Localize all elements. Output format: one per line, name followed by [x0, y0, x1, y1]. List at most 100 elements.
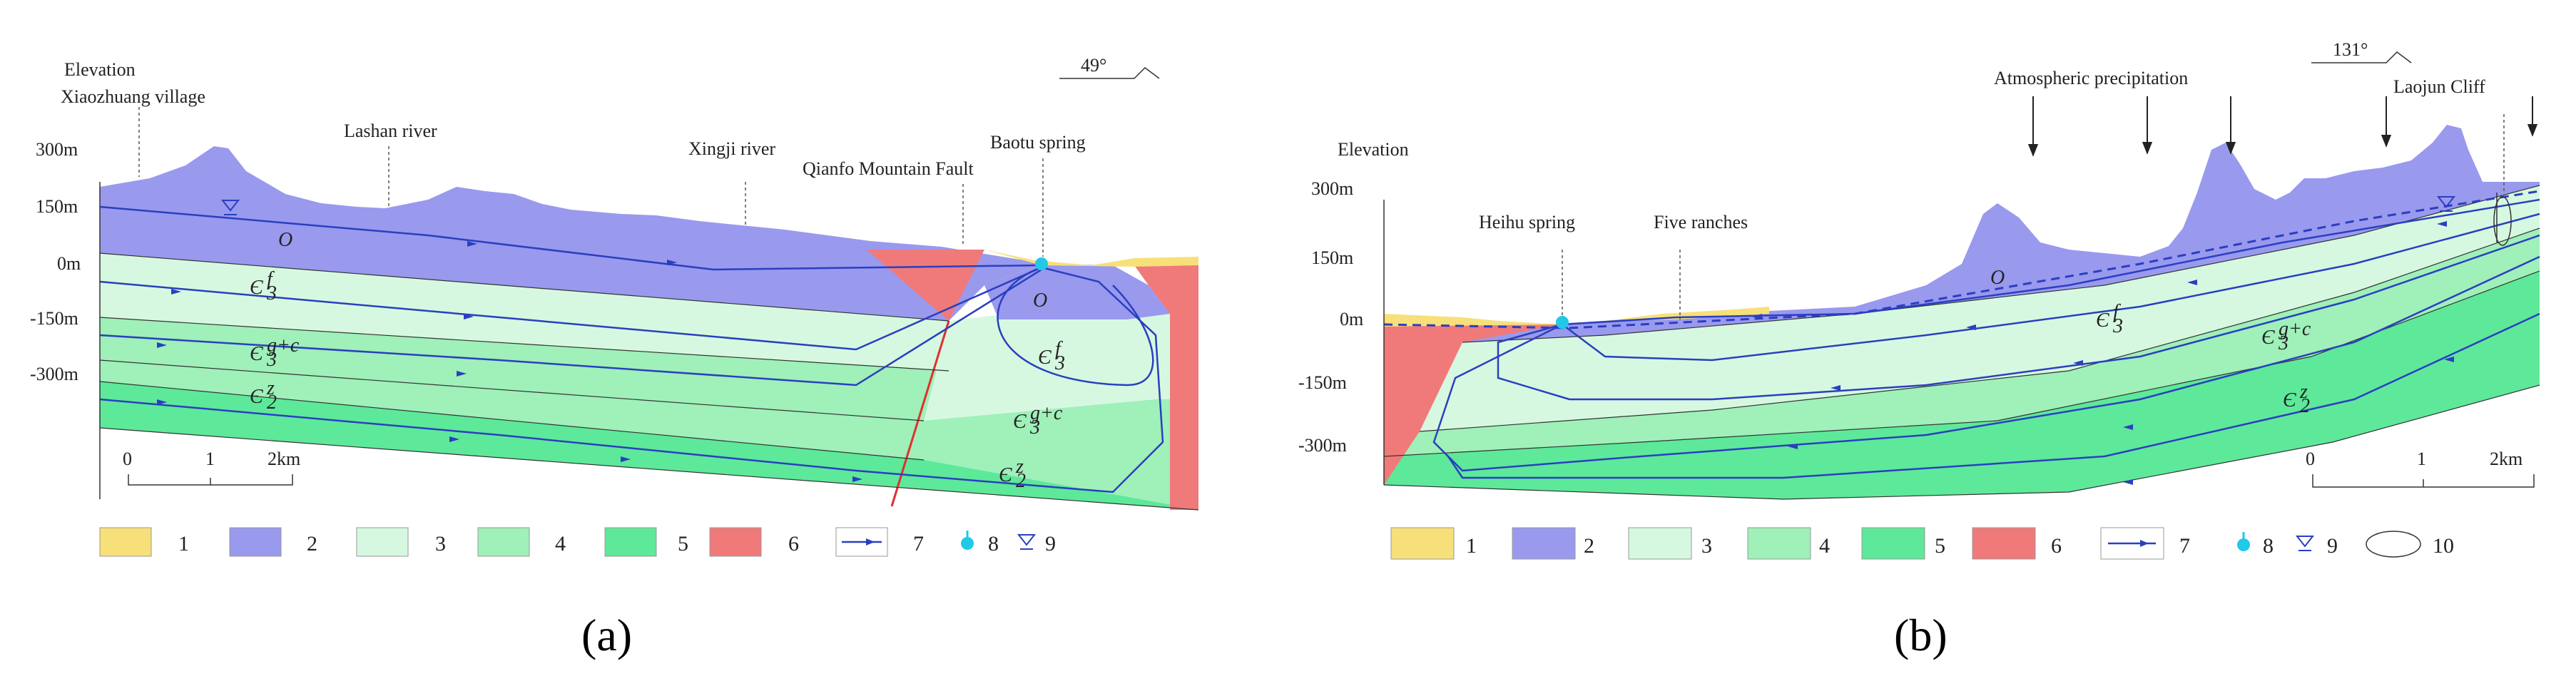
legend-swatch-5-a: [604, 527, 657, 557]
elevation-title-b: Elevation: [1338, 139, 1409, 160]
axis-tick-150-b: 150m: [1311, 247, 1353, 268]
axis-tick-m150-b: -150m: [1298, 372, 1347, 393]
azimuth-symbol-a: [1059, 67, 1160, 79]
svg-text:1: 1: [1466, 534, 1477, 558]
svg-text:Є: Є: [250, 277, 263, 299]
layer-label-c3gc-a2: Є g+c 3: [1013, 402, 1063, 439]
svg-text:Є: Є: [1013, 411, 1027, 433]
svg-text:5: 5: [1935, 534, 1945, 558]
svg-text:3: 3: [266, 282, 277, 304]
label-qianfo-fault: Qianfo Mountain Fault: [803, 158, 974, 179]
axis-tick-150-a: 150m: [36, 196, 78, 217]
flow-arrow: [667, 260, 677, 265]
svg-text:3: 3: [266, 349, 277, 371]
flow-arrow: [2123, 424, 2133, 430]
legend-a: 1 2 3 4 5 6 7 8: [99, 527, 1056, 557]
flow-arrow: [457, 371, 467, 377]
layer-c3f-b: [1420, 185, 2540, 431]
svg-text:0: 0: [123, 449, 132, 469]
flow-arrow: [2437, 221, 2447, 227]
layer-label-o-a2: O: [1033, 290, 1047, 312]
svg-text:1: 1: [178, 532, 189, 556]
svg-text:3: 3: [435, 532, 446, 556]
flow-arrow: [464, 314, 474, 319]
axis-tick-300-a: 300m: [36, 139, 78, 160]
legend-swatch-6-b: [1972, 527, 2036, 560]
svg-text:7: 7: [2179, 534, 2190, 558]
axis-tick-300-b: 300m: [1311, 178, 1353, 199]
svg-text:3: 3: [1054, 352, 1065, 374]
svg-text:8: 8: [2263, 534, 2274, 558]
svg-text:6: 6: [788, 532, 799, 556]
svg-text:f: f: [2113, 301, 2121, 323]
legend-swatch-1-a: [99, 527, 152, 557]
label-baotu-spring: Baotu spring: [990, 132, 1086, 153]
svg-text:f: f: [267, 268, 275, 290]
axis-tick-m150-a: -150m: [30, 308, 78, 329]
axis-tick-m300-b: -300m: [1298, 435, 1347, 456]
caption-a: (a): [581, 610, 632, 660]
layer-label-c3gc-b: Є g+c 3: [2261, 318, 2311, 354]
layer-c3f-a: [100, 253, 949, 371]
panel-b: Elevation 300m 150m 0m -150m -300m Atmos…: [1298, 39, 2540, 660]
svg-text:9: 9: [2327, 534, 2338, 558]
legend-flow-line-icon-b: [2100, 527, 2164, 560]
svg-text:g+c: g+c: [1030, 402, 1063, 424]
svg-text:Є: Є: [2283, 389, 2296, 411]
legend-swatch-2-a: [229, 527, 282, 557]
azimuth-a: 49°: [1081, 55, 1106, 76]
layer-label-c3f-b: Є f 3: [2096, 301, 2123, 337]
azimuth-symbol-b: [2311, 51, 2412, 63]
svg-text:Є: Є: [1038, 347, 1052, 369]
svg-text:3: 3: [1701, 534, 1712, 558]
svg-text:f: f: [1055, 338, 1063, 360]
flow-arrow: [1966, 324, 1976, 330]
svg-text:4: 4: [555, 532, 566, 556]
layer-ordovician-b: [1462, 125, 2540, 342]
svg-text:3: 3: [2112, 315, 2123, 337]
layer-label-o-b: O: [1990, 267, 2005, 289]
label-heihu-spring: Heihu spring: [1479, 212, 1575, 232]
svg-text:0: 0: [2306, 449, 2315, 469]
layer-label-c2z-b: Є z 2: [2283, 381, 2310, 417]
svg-text:Є: Є: [999, 464, 1012, 486]
flow-arrow: [157, 399, 167, 405]
caption-b: (b): [1894, 610, 1948, 660]
legend-swatch-6-a: [709, 527, 762, 557]
layer-label-c2z-a2: Є z 2: [999, 456, 1026, 492]
svg-text:9: 9: [1045, 532, 1056, 556]
svg-text:g+c: g+c: [267, 334, 300, 357]
svg-text:Є: Є: [2096, 309, 2109, 332]
svg-text:2: 2: [2300, 395, 2310, 417]
svg-text:7: 7: [913, 532, 924, 556]
heihu-spring-marker: [1556, 316, 1569, 329]
flow-arrow: [1752, 314, 1762, 319]
legend-flow-line-icon-a: [835, 527, 888, 557]
svg-text:8: 8: [988, 532, 999, 556]
flow-arrow: [1788, 444, 1798, 449]
flow-arrow: [1831, 385, 1841, 391]
label-five-ranches: Five ranches: [1654, 212, 1748, 232]
flow-arrow: [852, 476, 862, 482]
legend-water-table-icon-a: [1017, 534, 1037, 550]
flow-arrow: [171, 289, 181, 295]
label-laojun-cliff: Laojun Cliff: [2393, 76, 2485, 97]
water-table-line-b: [1383, 190, 2540, 329]
legend-swatch-4-b: [1747, 527, 1811, 560]
flow-arrow: [2073, 360, 2083, 366]
label-xingji-river: Xingji river: [688, 138, 775, 159]
layer-label-c3f-a2: Є f 3: [1038, 338, 1065, 374]
svg-text:4: 4: [1819, 534, 1830, 558]
svg-text:1: 1: [205, 449, 215, 469]
legend-swatch-2-b: [1512, 527, 1576, 560]
baotu-spring-marker: [1035, 257, 1048, 270]
svg-text:Є: Є: [250, 343, 263, 365]
svg-text:z: z: [266, 377, 275, 399]
layer-c3gc-b: [1384, 228, 2540, 456]
scale-bar-b: 0 1 2km: [2306, 449, 2535, 488]
axis-tick-m300-a: -300m: [30, 364, 78, 384]
label-xiaozhuang-village: Xiaozhuang village: [61, 86, 205, 107]
elevation-title-a: Elevation: [64, 59, 136, 80]
layer-c2z-b: [1384, 271, 2540, 499]
